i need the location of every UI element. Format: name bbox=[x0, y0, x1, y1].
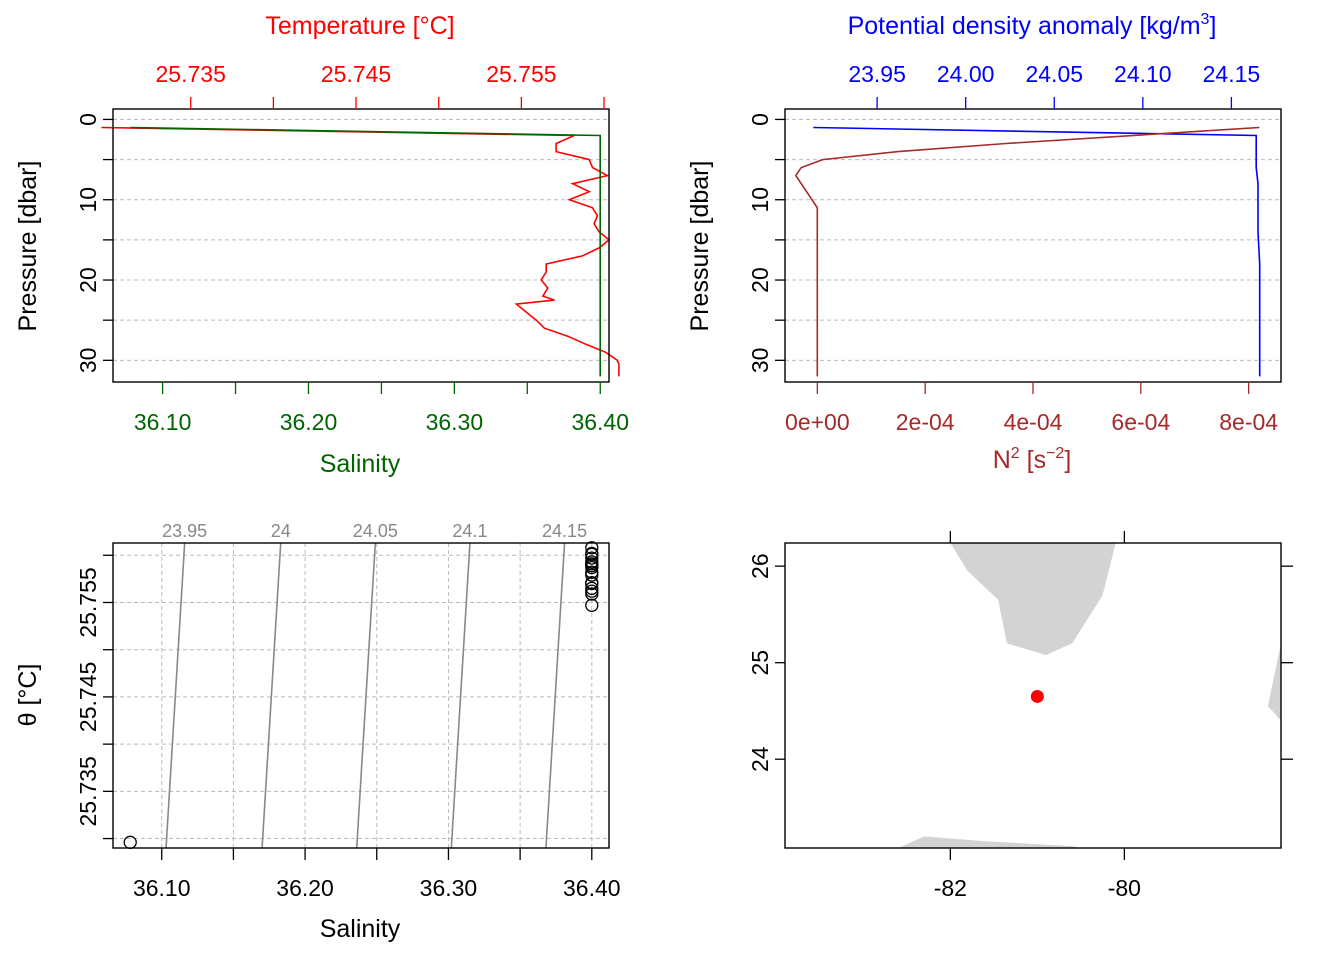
x-tick-label: 36.20 bbox=[276, 875, 334, 901]
panel-grid bbox=[113, 543, 609, 848]
data-point bbox=[585, 568, 599, 582]
map-box bbox=[784, 542, 1282, 849]
y-tick-label: 26 bbox=[747, 553, 773, 579]
data-point bbox=[585, 587, 599, 601]
land-polygon bbox=[1267, 643, 1281, 721]
top-tick-label: 24.00 bbox=[937, 61, 995, 87]
bottom-tick-label: 36.30 bbox=[426, 409, 484, 435]
bottom-tick-label: 6e-04 bbox=[1111, 409, 1170, 435]
panel-grid bbox=[785, 118, 1281, 361]
top-tick-label: 24.10 bbox=[1114, 61, 1172, 87]
panel-axes: 0 10 20 30 25.735 25.745 25.755 36.10 36.20 36.30… bbox=[75, 61, 629, 435]
map-station bbox=[1030, 689, 1044, 703]
panel-axes: 36.10 36.20 36.30 36.40 25.735 25.745 25.755 bbox=[75, 554, 621, 901]
y-tick-label: 25.745 bbox=[75, 662, 101, 732]
plot-box bbox=[112, 542, 610, 849]
data-point bbox=[585, 541, 599, 555]
top-tick-label: 25.735 bbox=[156, 61, 226, 87]
y-tick-label: 25 bbox=[747, 650, 773, 676]
panel-temperature-salinity-profile: 0 10 20 30 25.735 25.745 25.755 36.10 36.20 36.30… bbox=[14, 12, 629, 478]
panel-grid bbox=[113, 118, 609, 361]
bottom-tick-label: 4e-04 bbox=[1004, 409, 1063, 435]
plot-box bbox=[112, 108, 610, 383]
data-point bbox=[585, 598, 599, 612]
y-axis-title: θ [°C] bbox=[14, 664, 42, 727]
bottom-tick-label: 36.40 bbox=[571, 409, 629, 435]
isopycnal-line bbox=[165, 542, 186, 849]
x-tick-label: -82 bbox=[934, 875, 967, 901]
y-tick-label: 30 bbox=[75, 348, 101, 374]
density-line bbox=[813, 126, 1261, 377]
data-point bbox=[585, 576, 599, 591]
panel-points bbox=[123, 541, 599, 849]
isopycnal-label: 24.15 bbox=[542, 521, 587, 541]
y-axis-title: Pressure [dbar] bbox=[686, 161, 714, 332]
isopycnal-line bbox=[355, 542, 377, 849]
y-tick-label: 20 bbox=[747, 267, 773, 293]
data-point bbox=[585, 559, 599, 573]
x-axis-title: Salinity bbox=[320, 915, 401, 943]
bottom-tick-label: 0e+00 bbox=[785, 409, 850, 435]
land-polygon bbox=[950, 543, 1116, 655]
y-tick-label: 30 bbox=[747, 348, 773, 374]
salinity-line bbox=[130, 126, 602, 377]
y-tick-label: 0 bbox=[75, 113, 101, 126]
y-tick-label: 20 bbox=[75, 267, 101, 293]
isopycnal-label: 24.1 bbox=[452, 521, 487, 541]
y-axis-title: Pressure [dbar] bbox=[14, 161, 42, 332]
top-axis-title: Temperature [°C] bbox=[265, 12, 454, 40]
temperature-line bbox=[101, 126, 620, 377]
bottom-axis-title: N2 [s−2] bbox=[993, 445, 1072, 474]
x-tick-label: 36.40 bbox=[563, 875, 621, 901]
panel-density-n2-profile: 0 10 20 30 23.95 24.00 24.05 24.10 24.15 0e+00 2e-… bbox=[686, 11, 1282, 474]
plot-box bbox=[784, 108, 1282, 383]
x-tick-label: 36.10 bbox=[133, 875, 191, 901]
top-tick-label: 25.755 bbox=[486, 61, 556, 87]
y-tick-label: 0 bbox=[747, 113, 773, 126]
panel-series bbox=[794, 126, 1261, 377]
map-land bbox=[898, 543, 1281, 848]
bottom-tick-label: 8e-04 bbox=[1219, 409, 1278, 435]
bottom-axis-title: Salinity bbox=[320, 450, 401, 478]
bottom-tick-label: 2e-04 bbox=[896, 409, 955, 435]
data-point bbox=[585, 547, 599, 561]
isopycnal-line bbox=[261, 542, 282, 849]
y-tick-label: 10 bbox=[747, 187, 773, 213]
x-tick-label: 36.30 bbox=[420, 875, 478, 901]
panel-station-map: -82 -80 24 25 26 bbox=[747, 531, 1293, 901]
isopycnal-label: 23.95 bbox=[162, 521, 207, 541]
top-tick-label: 24.05 bbox=[1025, 61, 1083, 87]
y-tick-label: 25.735 bbox=[75, 756, 101, 826]
isopycnal-line bbox=[450, 542, 471, 849]
data-point bbox=[585, 551, 599, 565]
isopycnal-label: 24 bbox=[271, 521, 291, 541]
n2-line bbox=[794, 126, 1260, 377]
land-polygon bbox=[898, 836, 1081, 848]
station-marker bbox=[1030, 689, 1044, 703]
isopycnal-label: 24.05 bbox=[353, 521, 398, 541]
bottom-tick-label: 36.20 bbox=[280, 409, 338, 435]
y-tick-label: 24 bbox=[747, 746, 773, 772]
panel-axes: 0 10 20 30 23.95 24.00 24.05 24.10 24.15 0e+00 2e-… bbox=[747, 61, 1278, 435]
top-tick-label: 25.745 bbox=[321, 61, 391, 87]
top-tick-label: 24.15 bbox=[1203, 61, 1261, 87]
isopycnal-line bbox=[545, 542, 566, 849]
y-tick-label: 10 bbox=[75, 187, 101, 213]
map-axes: -82 -80 24 25 26 bbox=[747, 531, 1293, 901]
y-tick-label: 25.755 bbox=[75, 567, 101, 637]
top-tick-label: 23.95 bbox=[848, 61, 906, 87]
bottom-tick-label: 36.10 bbox=[134, 409, 192, 435]
panel-series bbox=[101, 126, 620, 377]
panel-ts-diagram: 23.95 24 24.05 24.1 24.15 36.10 36.20 36.30 36.… bbox=[14, 521, 621, 943]
isopycnal-lines: 23.95 24 24.05 24.1 24.15 bbox=[162, 521, 587, 849]
x-tick-label: -80 bbox=[1108, 875, 1141, 901]
top-axis-title: Potential density anomaly [kg/m3] bbox=[848, 11, 1217, 40]
